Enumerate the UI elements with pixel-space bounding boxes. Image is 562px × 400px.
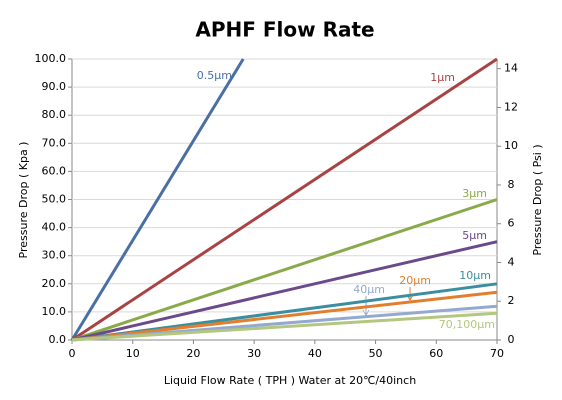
y-tick-label: 80.0	[42, 108, 67, 121]
x-tick-label: 30	[247, 347, 261, 360]
series-label: 3μm	[462, 187, 487, 200]
chart-title: APHF Flow Rate	[195, 18, 374, 42]
y-tick-label: 10.0	[42, 305, 67, 318]
y2-tick-label: 0	[508, 333, 515, 346]
y-tick-label: 100.0	[35, 52, 67, 65]
series-label: 5μm	[462, 229, 487, 242]
x-tick-label: 50	[369, 347, 383, 360]
y-tick-label: 70.0	[42, 136, 67, 149]
series-line	[71, 311, 498, 342]
y2-tick-label: 10	[504, 139, 518, 152]
x-tick-label: 10	[126, 347, 140, 360]
y-tick-label: 0.0	[49, 333, 67, 346]
y2-tick-label: 2	[508, 294, 515, 307]
y-tick-label: 60.0	[42, 164, 67, 177]
y-tick-label: 20.0	[42, 277, 67, 290]
x-tick-label: 0	[69, 347, 76, 360]
x-axis-label: Liquid Flow Rate ( TPH ) Water at 20℃/40…	[164, 374, 416, 387]
series-line	[71, 57, 498, 342]
series-label: 0.5μm	[197, 69, 232, 82]
y2-tick-label: 14	[504, 62, 518, 75]
series-label: 40μm	[353, 283, 385, 296]
y-axis-label: Pressure Drop ( Kpa )	[17, 142, 30, 259]
y2-axis-label: Pressure Drop ( Psi )	[531, 144, 544, 255]
series-label: 1μm	[430, 71, 455, 84]
x-tick-label: 40	[308, 347, 322, 360]
series-label: 70,100μm	[439, 318, 495, 331]
series-line	[71, 198, 498, 342]
series-label: 10μm	[459, 269, 491, 282]
series-line	[71, 240, 498, 342]
y-tick-label: 40.0	[42, 221, 67, 234]
y2-tick-label: 8	[508, 178, 515, 191]
y-tick-label: 90.0	[42, 80, 67, 93]
y2-tick-label: 4	[508, 255, 515, 268]
y-tick-label: 50.0	[42, 193, 67, 206]
x-tick-label: 20	[186, 347, 200, 360]
series-line	[71, 290, 498, 342]
x-tick-label: 70	[490, 347, 504, 360]
y-tick-label: 30.0	[42, 249, 67, 262]
series-label: 20μm	[399, 274, 431, 287]
series-line	[70, 58, 245, 341]
x-tick-label: 60	[429, 347, 443, 360]
y2-tick-label: 6	[508, 217, 515, 230]
y2-tick-label: 12	[504, 100, 518, 113]
